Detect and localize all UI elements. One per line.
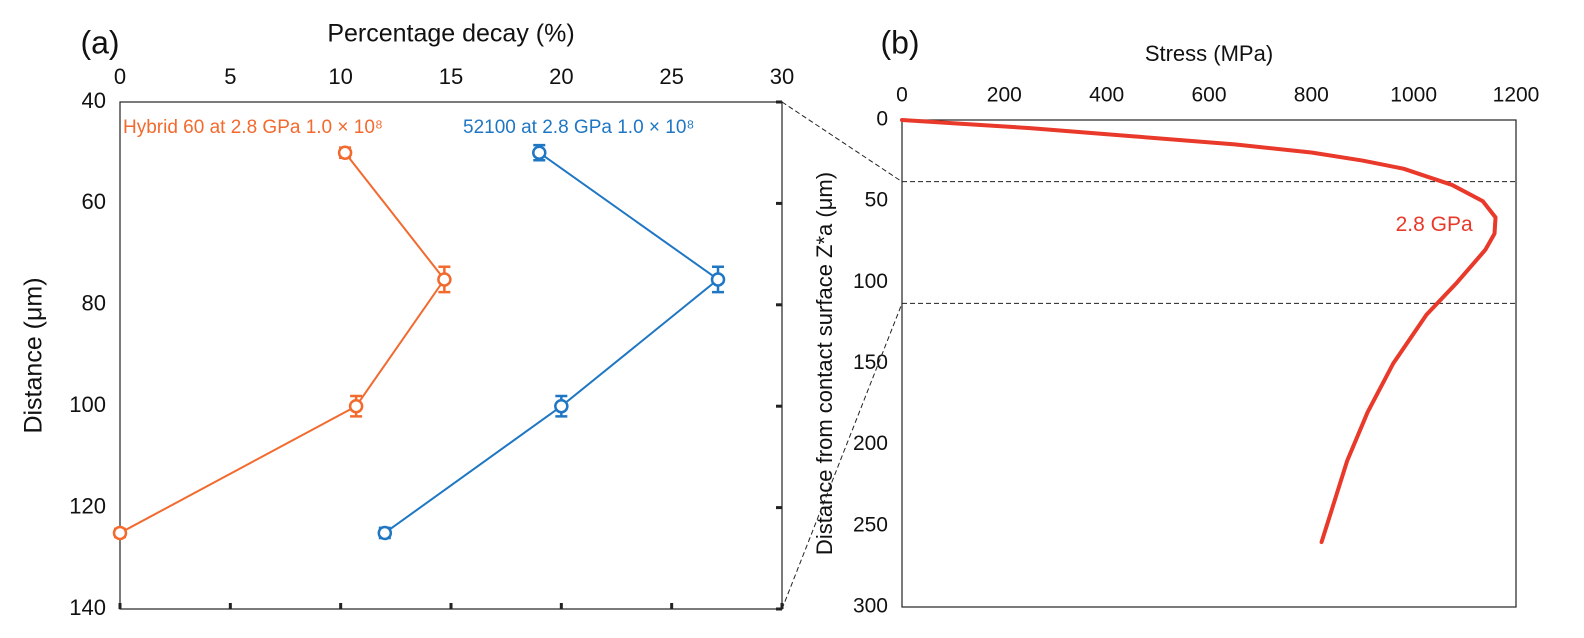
x-tick-label: 30: [770, 64, 794, 89]
y-tick-label: 250: [853, 513, 888, 536]
legend-label: 52100 at 2.8 GPa 1.0 × 10⁸: [463, 117, 694, 138]
data-point: [710, 272, 726, 287]
y-tick-label: 60: [82, 189, 106, 214]
x-tick-label: 600: [1191, 84, 1226, 107]
data-point: [554, 398, 569, 414]
y-tick-label: 200: [853, 432, 888, 455]
series-line: [119, 152, 446, 534]
plot-frame: [119, 101, 783, 610]
data-point: [337, 145, 353, 160]
y-tick-label: 140: [69, 595, 106, 620]
data-point: [377, 525, 393, 541]
data-point: [532, 145, 547, 160]
plot-frame: [901, 119, 1517, 608]
y-tick-label: 80: [82, 291, 106, 316]
x-tick-label: 5: [224, 64, 236, 89]
stress-curve: [900, 118, 1498, 545]
legend-label: Hybrid 60 at 2.8 GPa 1.0 × 10⁸: [123, 117, 383, 138]
y-tick-label: 120: [69, 493, 106, 518]
y-tick-label: 50: [865, 189, 888, 212]
connector-line: [781, 101, 903, 183]
y-tick-label: 300: [853, 595, 888, 618]
y-axis-title: Distance from contact surface Z*a (μm): [812, 172, 837, 555]
x-tick-label: 800: [1294, 84, 1329, 107]
connector-line: [781, 303, 903, 610]
y-tick-label: 100: [69, 392, 106, 417]
y-axis-title: Distance (μm): [20, 277, 48, 433]
x-tick-label: 400: [1089, 84, 1124, 107]
x-tick-label: 20: [549, 64, 573, 89]
data-point: [348, 398, 364, 414]
data-point: [437, 272, 452, 287]
y-tick-label: 40: [82, 88, 106, 113]
x-tick-label: 15: [439, 64, 463, 89]
x-tick-label: 25: [659, 64, 683, 89]
x-tick-label: 10: [328, 64, 352, 89]
panel-label: (b): [880, 24, 919, 60]
panel-label: (a): [80, 24, 119, 60]
x-tick-label: 200: [987, 84, 1022, 107]
y-tick-label: 150: [853, 351, 888, 374]
x-tick-label: 1000: [1390, 84, 1437, 107]
x-axis-title: Stress (MPa): [1145, 41, 1273, 66]
x-tick-label: 1200: [1493, 84, 1540, 107]
series-line: [384, 151, 720, 534]
x-tick-label: 0: [114, 64, 126, 89]
data-point: [112, 525, 128, 541]
x-tick-label: 0: [896, 84, 908, 107]
y-tick-label: 100: [853, 270, 888, 293]
annotation: 2.8 GPa: [1396, 213, 1473, 236]
x-axis-title: Percentage decay (%): [327, 20, 574, 48]
y-tick-label: 0: [876, 108, 888, 131]
